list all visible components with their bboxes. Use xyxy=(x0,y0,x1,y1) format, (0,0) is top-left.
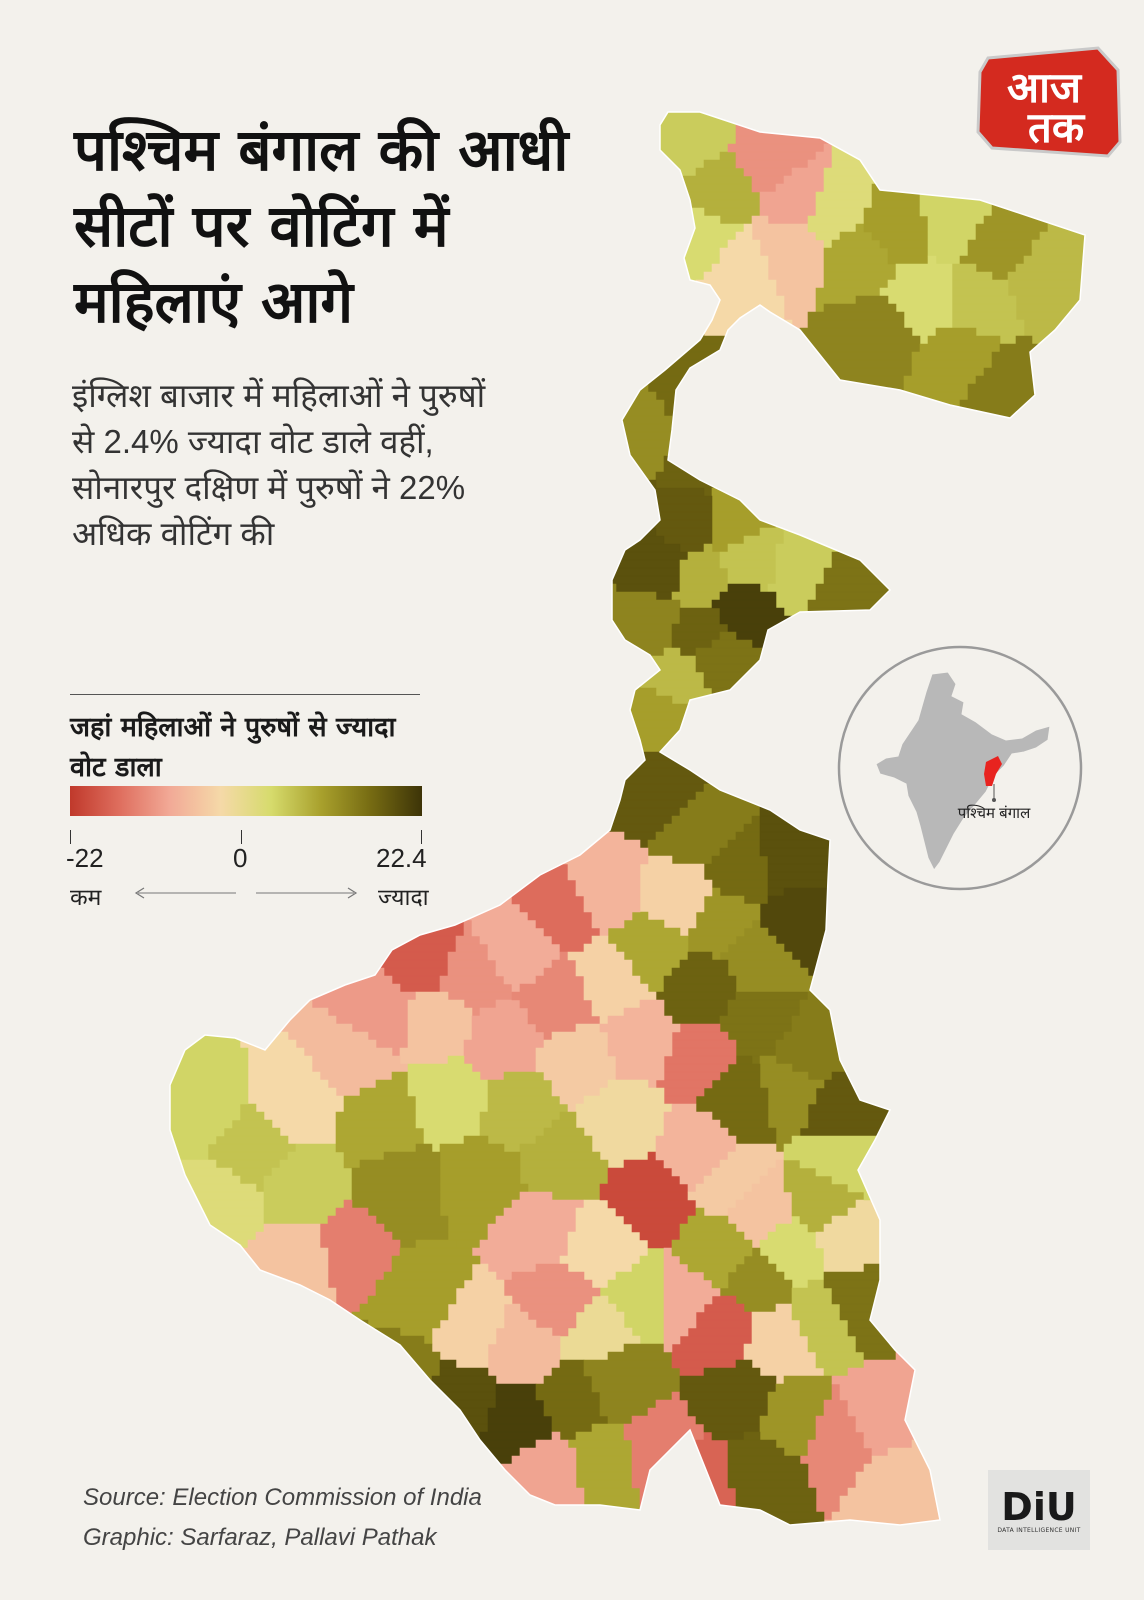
constituency-region xyxy=(815,1159,1085,1273)
legend-tick-max xyxy=(421,830,422,844)
constituency-region xyxy=(655,415,817,497)
constituency-region xyxy=(695,1055,777,1145)
india-inset-map: पश्चिम बंगाल xyxy=(837,645,1083,891)
diu-logo-subtext: DATA INTELLIGENCE UNIT xyxy=(997,1526,1081,1534)
constituency-region xyxy=(591,311,801,433)
logo-text-bottom: तक xyxy=(1027,103,1086,152)
legend-min-label: -22 xyxy=(66,843,104,873)
page-title: पश्चिम बंगाल की आधी सीटों पर वोटिंग में … xyxy=(74,116,569,336)
india-outline xyxy=(875,671,1051,871)
constituency-region xyxy=(775,967,1041,1081)
constituency-region xyxy=(170,1319,441,1525)
legend-divider xyxy=(70,694,420,695)
constituency-region xyxy=(431,1263,513,1369)
graphic-credit-line: Graphic: Sarfaraz, Pallavi Pathak xyxy=(83,1524,437,1551)
constituency-region xyxy=(599,999,681,1089)
legend-max-label: 22.4 xyxy=(376,843,427,873)
source-line: Source: Election Commission of India xyxy=(83,1484,482,1511)
arrow-left-icon xyxy=(134,887,145,899)
west-bengal-highlight xyxy=(984,756,1002,786)
legend-title: जहां महिलाओं ने पुरुषों से ज्यादा वोट डा… xyxy=(70,712,396,783)
subtitle: इंग्लिश बाजार में महिलाओं ने पुरुषों से … xyxy=(72,377,486,552)
constituency-region xyxy=(567,1423,641,1525)
constituency-region xyxy=(1007,112,1085,377)
legend-mid-label: 0 xyxy=(233,843,248,873)
legend-arrows xyxy=(134,887,358,899)
constituency-region xyxy=(655,1023,737,1105)
legend-tick-min xyxy=(70,830,71,844)
arrow-right-icon xyxy=(347,887,358,899)
constituency-region xyxy=(727,1431,825,1525)
diu-logo: DiU DATA INTELLIGENCE UNIT xyxy=(988,1470,1090,1550)
legend-tick-mid xyxy=(241,830,242,844)
constituency-region xyxy=(799,943,1085,1137)
constituency-region xyxy=(695,631,841,753)
constituency-region xyxy=(671,1207,753,1289)
constituency-region xyxy=(351,1239,481,1345)
constituency-region xyxy=(639,855,713,937)
constituency-region xyxy=(399,991,473,1065)
legend-more-label: ज्यादा xyxy=(378,884,429,910)
logo-text-top: आज xyxy=(1007,63,1083,112)
legend-less-label: कम xyxy=(70,884,102,910)
legend-color-scale xyxy=(70,786,422,816)
constituency-region xyxy=(879,255,953,345)
aaj-tak-logo: आज तक xyxy=(976,46,1122,158)
diu-logo-text: DiU xyxy=(1001,1484,1077,1529)
source-credits: Source: Election Commission of India Gra… xyxy=(83,1478,482,1558)
inset-label: पश्चिम बंगाल xyxy=(958,804,1031,822)
